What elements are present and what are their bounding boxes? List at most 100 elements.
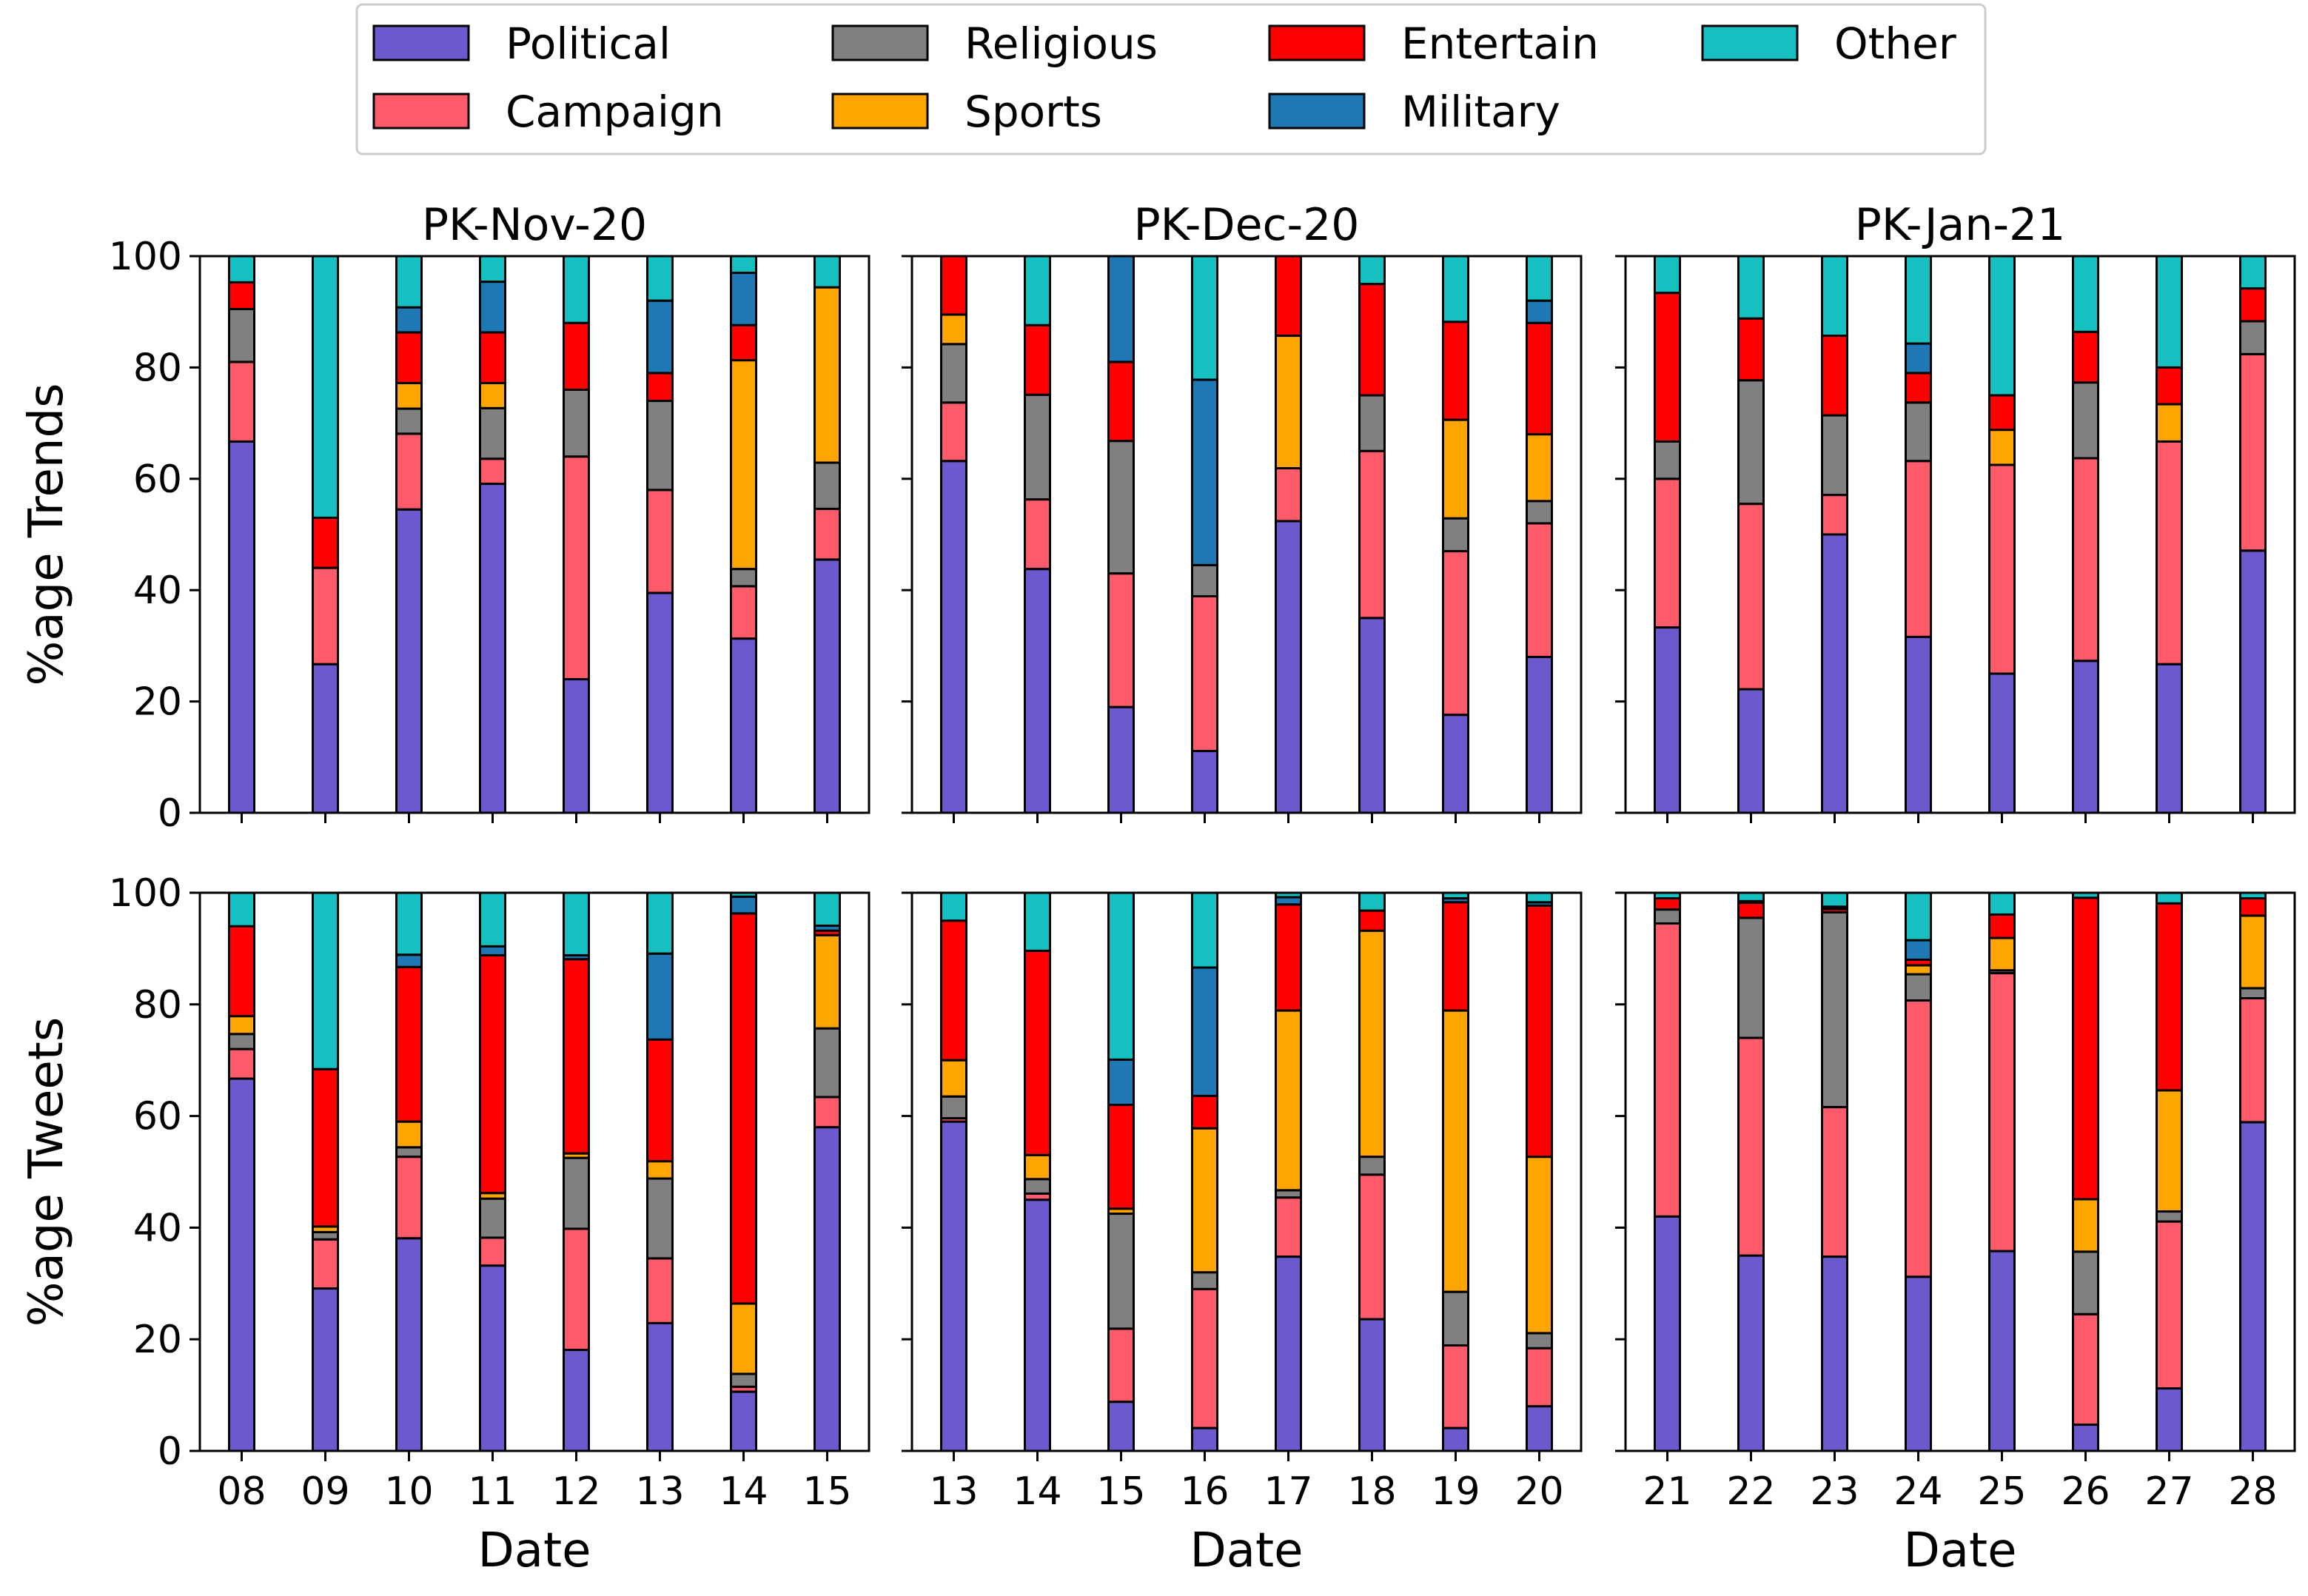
bar-segment-campaign xyxy=(1654,922,1681,1218)
bar-segment-political xyxy=(1737,688,1765,814)
x-tick-label: 15 xyxy=(1096,1469,1145,1514)
bar-segment-political xyxy=(1526,1405,1553,1452)
bar-segment-campaign xyxy=(1442,550,1469,717)
bar-segment-political xyxy=(395,1237,423,1452)
bar-segment-military xyxy=(730,272,757,326)
bar-segment-campaign xyxy=(563,1227,590,1352)
bar-segment-campaign xyxy=(1107,1327,1135,1404)
bar-segment-entertain xyxy=(1191,1094,1218,1130)
bar-segment-other xyxy=(1358,255,1386,286)
bar-segment-political xyxy=(1107,705,1135,814)
bar-segment-campaign xyxy=(395,432,423,511)
bar-segment-campaign xyxy=(1275,467,1302,523)
bar-segment-political xyxy=(1821,1255,1848,1452)
x-tick-label: 13 xyxy=(929,1469,978,1514)
legend-label-military: Military xyxy=(1401,87,1560,137)
bar-segment-political xyxy=(1358,617,1386,814)
bar-segment-religious xyxy=(2239,987,2267,1000)
bar-segment-campaign xyxy=(228,361,255,443)
bar-segment-other xyxy=(228,891,255,928)
x-tick-label: 19 xyxy=(1431,1469,1480,1514)
bar-segment-religious xyxy=(1191,563,1218,597)
bar-segment-campaign xyxy=(646,489,674,594)
panel-r0-c0: 0 20 40 60 80 100 PK-Nov-20 %age Trends xyxy=(19,199,870,836)
bar-segment-sports xyxy=(395,381,423,410)
bar-segment-religious xyxy=(1821,911,1848,1109)
bar-segment-other xyxy=(1024,255,1051,326)
bar-segment-political xyxy=(1988,672,2016,814)
bar-segment-campaign xyxy=(813,507,841,561)
bar-segment-campaign xyxy=(2156,440,2183,665)
bar-segment-campaign xyxy=(813,1096,841,1129)
bar-segment-entertain xyxy=(646,372,674,403)
bar-segment-sports xyxy=(1988,936,2016,972)
bar-segment-military xyxy=(479,945,506,956)
bar-segment-entertain xyxy=(1526,321,1553,436)
bar-segment-sports xyxy=(1191,1127,1218,1274)
legend-frame xyxy=(355,3,1987,155)
bar-segment-sports xyxy=(1988,429,2016,466)
bar-segment-entertain xyxy=(2239,287,2267,323)
bar-segment-religious xyxy=(563,388,590,458)
bar-segment-military xyxy=(1191,378,1218,566)
y-tick-label: 40 xyxy=(133,1206,182,1250)
bar-segment-religious xyxy=(1654,908,1681,925)
bar-segment-political xyxy=(1024,568,1051,814)
panel-r1-c0: 0 20 40 60 80 100 08 09 10 11 12 13 14 15 Date %age Twe… xyxy=(19,871,870,1578)
legend-swatch-sports xyxy=(831,93,929,130)
x-axis-label: Date xyxy=(478,1523,591,1578)
bar-segment-military xyxy=(1191,966,1218,1097)
bar-segment-other xyxy=(1024,891,1051,952)
bar-segment-entertain xyxy=(563,321,590,391)
bar-segment-other xyxy=(1191,255,1218,381)
bar-segment-religious xyxy=(563,1156,590,1230)
bar-segment-military xyxy=(730,895,757,915)
x-axis-label: Date xyxy=(1904,1523,2017,1578)
bar-segment-other xyxy=(1988,255,2016,397)
bar-segment-political xyxy=(2156,1387,2183,1452)
bar-segment-political xyxy=(646,591,674,814)
bar-segment-other xyxy=(563,891,590,956)
bar-segment-political xyxy=(1821,533,1848,814)
bar-segment-entertain xyxy=(1988,913,2016,939)
bar-segment-campaign xyxy=(1905,999,1932,1278)
bar-segment-other xyxy=(1442,255,1469,323)
legend-swatch-other xyxy=(1701,24,1799,61)
x-tick-label: 27 xyxy=(2144,1469,2193,1514)
bar-segment-military xyxy=(479,281,506,334)
x-tick-label: 08 xyxy=(217,1469,266,1514)
bar-segment-political xyxy=(1275,1255,1302,1452)
bar-segment-campaign xyxy=(1191,594,1218,753)
bar-segment-entertain xyxy=(228,281,255,310)
x-tick-label: 15 xyxy=(802,1469,851,1514)
bar-segment-military xyxy=(646,299,674,375)
bar-segment-sports xyxy=(1526,1156,1553,1335)
legend-label-sports: Sports xyxy=(965,87,1102,137)
bar-segment-other xyxy=(813,891,841,927)
x-tick-label: 28 xyxy=(2228,1469,2277,1514)
bar-segment-entertain xyxy=(1024,323,1051,396)
panel-frame xyxy=(1624,255,2296,814)
bar-segment-religious xyxy=(1821,414,1848,497)
bar-segment-military xyxy=(395,306,423,334)
bar-segment-campaign xyxy=(228,1047,255,1080)
bar-segment-political xyxy=(1905,635,1932,814)
bar-segment-political xyxy=(1526,655,1553,814)
bar-segment-campaign xyxy=(1988,463,2016,675)
bar-segment-political xyxy=(1107,1401,1135,1452)
bar-segment-other xyxy=(1821,255,1848,338)
bar-segment-religious xyxy=(479,406,506,460)
bar-segment-entertain xyxy=(1526,904,1553,1159)
bar-segment-entertain xyxy=(479,331,506,384)
bar-segment-other xyxy=(479,255,506,284)
panel-r0-c1: PK-Dec-20 xyxy=(902,199,1583,823)
y-tick-label: 20 xyxy=(133,680,182,725)
panel-frame xyxy=(198,891,870,1452)
bar-segment-entertain xyxy=(730,912,757,1305)
y-tick-label: 100 xyxy=(109,235,182,279)
bar-segment-other xyxy=(395,255,423,309)
bar-segment-other xyxy=(2156,891,2183,905)
y-tick-label: 0 xyxy=(158,791,182,836)
bar-segment-campaign xyxy=(1442,1344,1469,1429)
